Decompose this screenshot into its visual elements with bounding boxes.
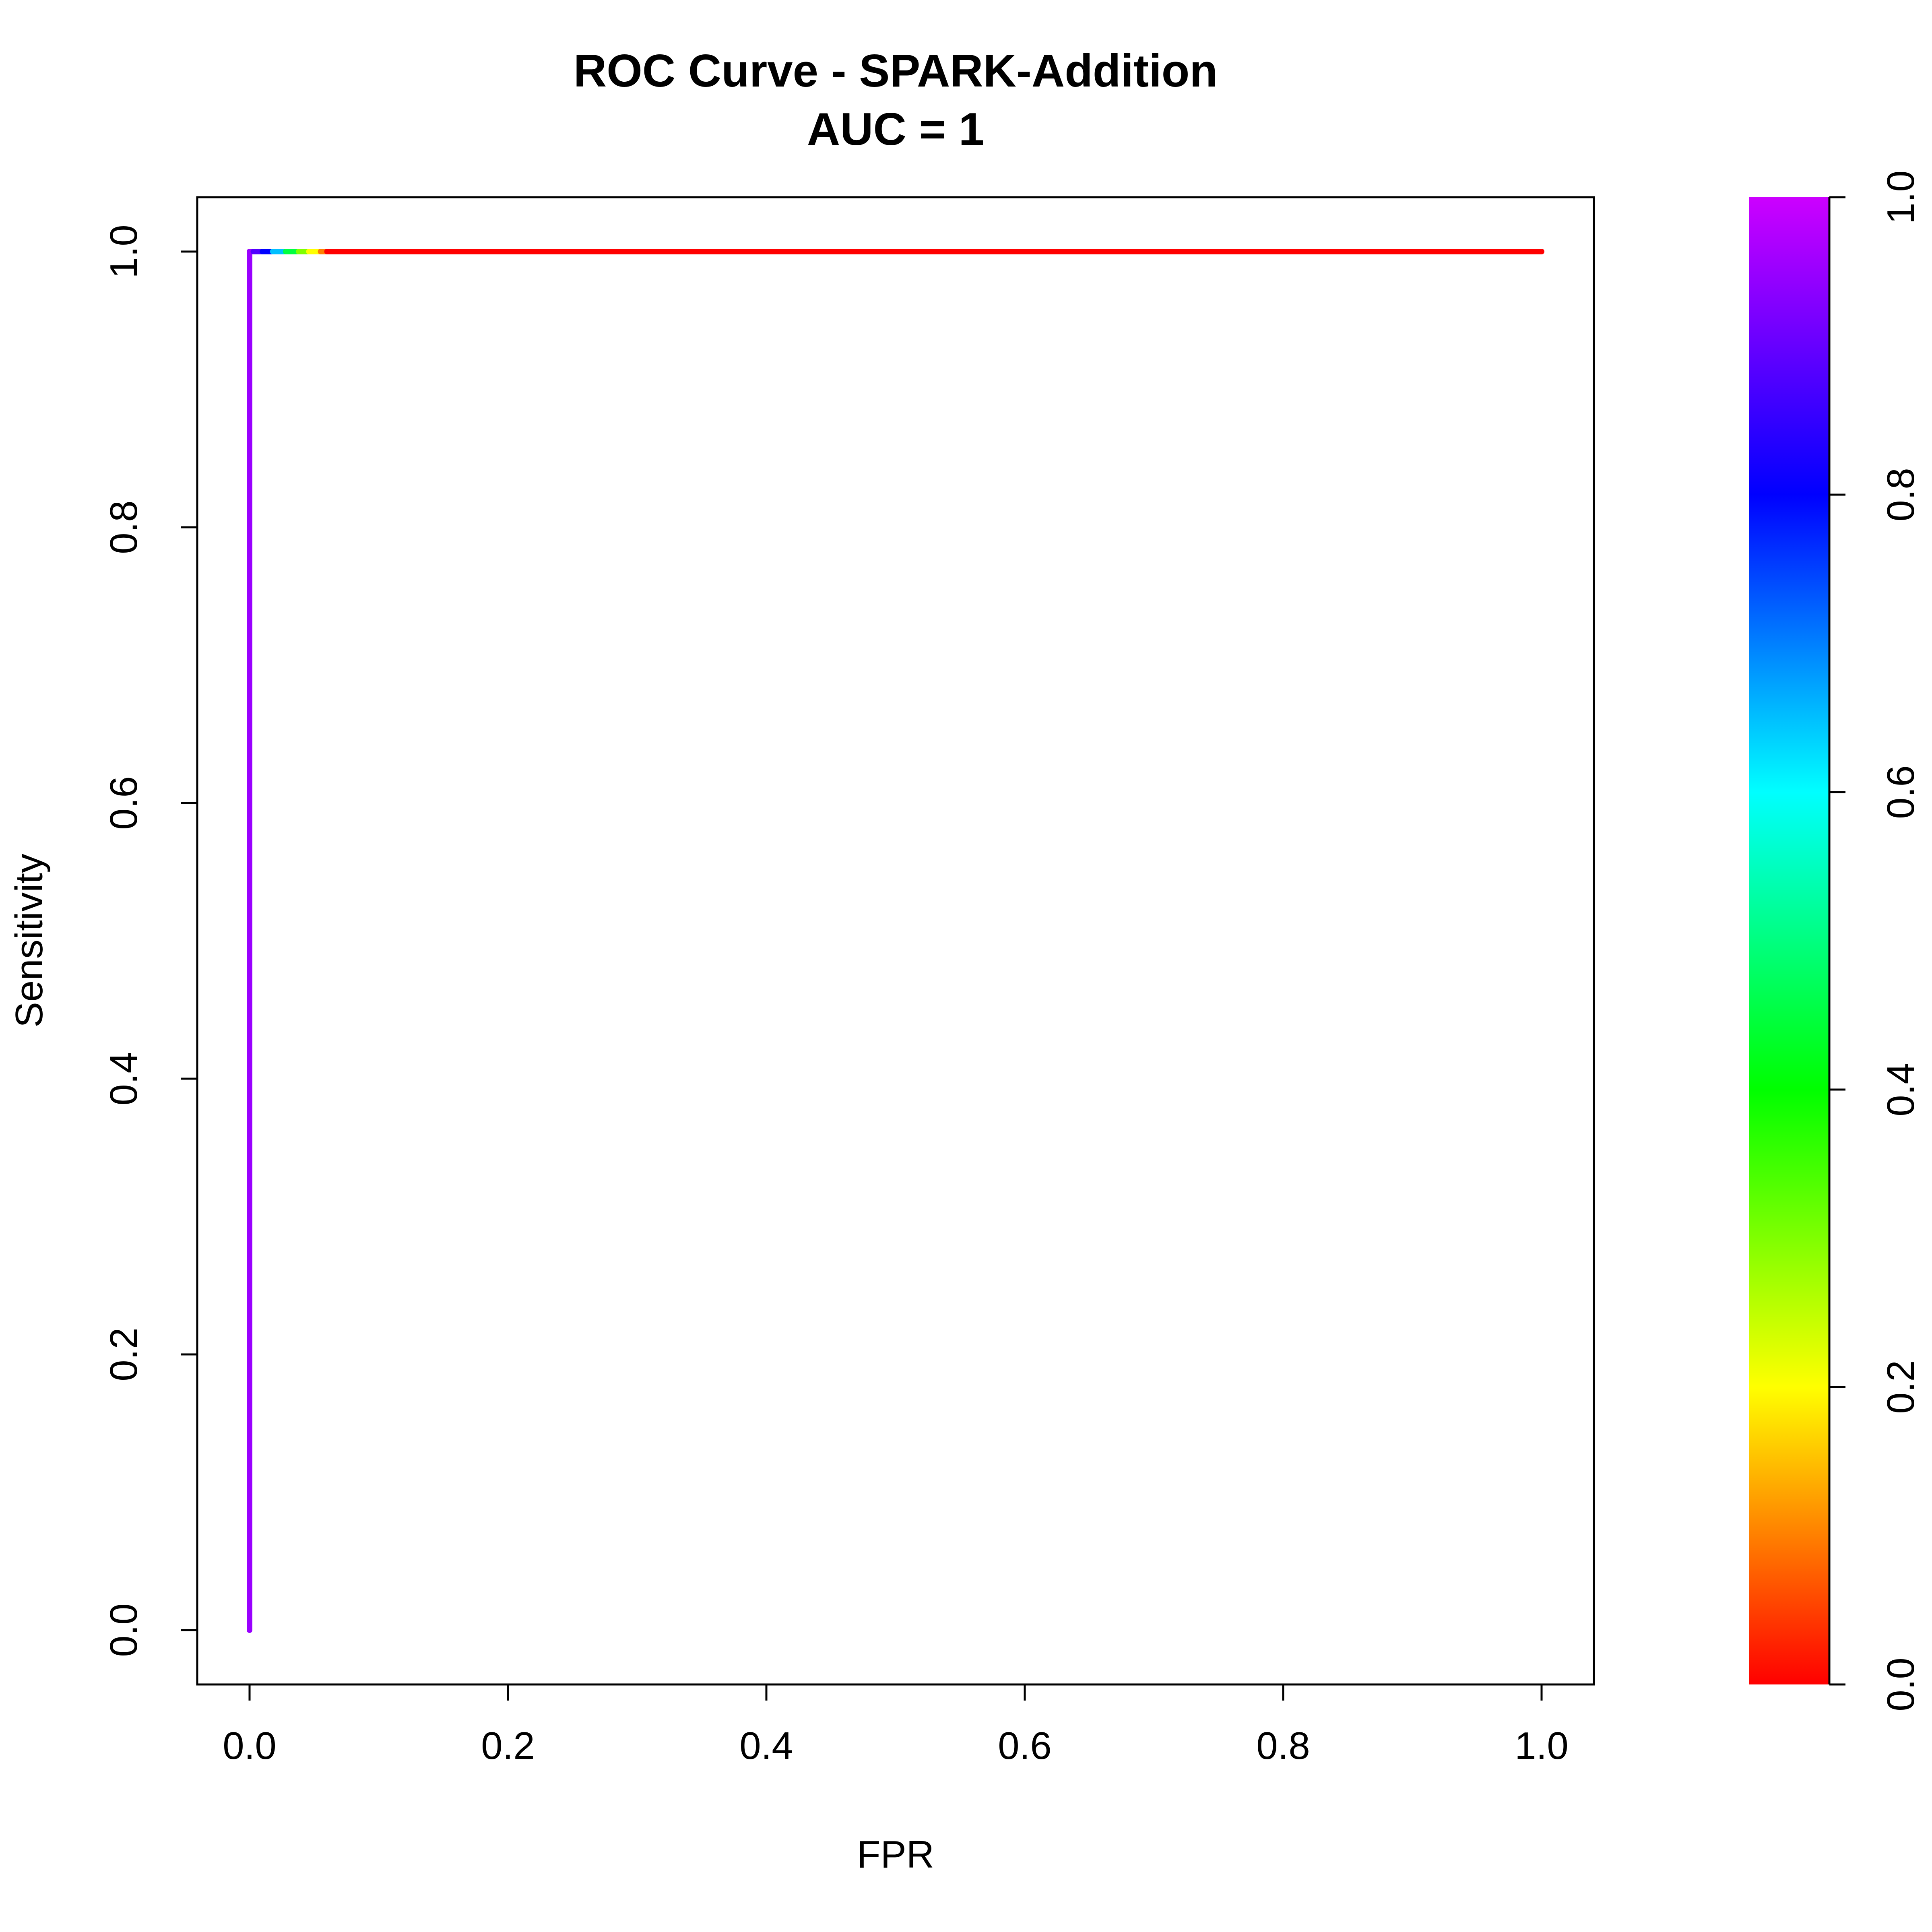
- y-tick-label: 0.8: [102, 500, 145, 554]
- colorbar-tick-label: 0.0: [1879, 1657, 1922, 1711]
- colorbar-tick-label: 1.0: [1879, 170, 1922, 224]
- colorbar-tick-label: 0.2: [1879, 1360, 1922, 1414]
- y-tick-label: 0.2: [102, 1327, 145, 1381]
- y-axis: 0.0 0.2 0.4 0.6 0.8 1.0: [102, 225, 198, 1657]
- y-tick-label: 0.4: [102, 1052, 145, 1105]
- chart-title: ROC Curve - SPARK-Addition: [574, 45, 1218, 97]
- y-tick-label: 0.0: [102, 1603, 145, 1657]
- y-axis-label: Sensitivity: [8, 854, 51, 1028]
- colorbar-tick-label: 0.8: [1879, 468, 1922, 521]
- x-axis: 0.0 0.2 0.4 0.6 0.8 1.0: [223, 1683, 1569, 1767]
- x-axis-label: FPR: [857, 1833, 934, 1876]
- plot-frame: [196, 196, 1595, 1686]
- x-tick-label: 0.2: [481, 1724, 535, 1767]
- colorbar-axis: 0.0 0.2 0.4 0.6 0.8 1.0: [1828, 170, 1922, 1711]
- colorbar-tick-label: 0.6: [1879, 765, 1922, 819]
- x-tick-label: 0.0: [223, 1724, 276, 1767]
- colorbar-tick-label: 0.4: [1879, 1063, 1922, 1116]
- y-tick-label: 1.0: [102, 225, 145, 278]
- x-tick-label: 0.4: [739, 1724, 793, 1767]
- x-tick-label: 0.8: [1256, 1724, 1310, 1767]
- y-tick-label: 0.6: [102, 776, 145, 830]
- chart-subtitle: AUC = 1: [807, 104, 984, 155]
- x-tick-label: 0.6: [998, 1724, 1051, 1767]
- colorbar: [1749, 197, 1829, 1684]
- roc-curve: [247, 249, 1544, 1633]
- x-tick-label: 1.0: [1515, 1724, 1568, 1767]
